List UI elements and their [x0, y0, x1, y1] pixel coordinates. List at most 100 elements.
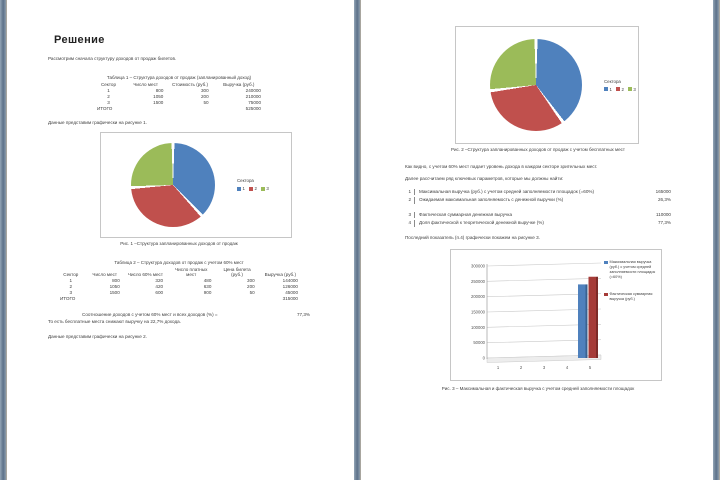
list-item: 1 Максимальная выручка (руб.) с учетом с…	[405, 188, 671, 195]
table-cell: 1	[69, 278, 73, 284]
x-tick-label: 4	[566, 365, 569, 370]
pie-chart-2-frame: Сектора 1 2 3	[455, 26, 639, 144]
table-row: 2 1050 420 630 200 126000	[56, 284, 302, 290]
column-header: Стоимость (руб.)	[171, 81, 209, 87]
bars	[578, 277, 598, 359]
table-cell: 144000	[282, 278, 298, 284]
legend-entry: 1	[604, 87, 612, 92]
table-cell: 525000	[245, 106, 261, 112]
column-header: Сектор	[63, 272, 79, 278]
table-row: 1 800 300 240000	[93, 88, 265, 94]
item-value: 165000	[655, 188, 671, 194]
bar-chart-legend: Максимальная выручка (руб.) с учетом сре…	[603, 250, 659, 380]
table-cell: 3	[69, 290, 73, 296]
table-cell: 2	[69, 284, 73, 290]
page-border-left	[0, 0, 7, 480]
table-cell: 600	[155, 290, 164, 296]
x-tick-label: 2	[520, 365, 523, 370]
legend-swatch-green	[627, 87, 632, 91]
legend-swatch-red	[615, 87, 620, 91]
legend-label: 3	[266, 186, 269, 192]
item-number: 4	[408, 220, 411, 226]
column-header: Цена билета (руб.)	[223, 266, 251, 278]
item-value: 110000	[656, 211, 671, 217]
bar-chart-frame: 0 50000 100000 150000 200000 250000 3000…	[450, 249, 662, 382]
item-number: 1	[408, 188, 411, 194]
table-cell	[167, 106, 212, 112]
y-tick-label: 150000	[471, 310, 486, 315]
table-row: ИТОГО 525000	[93, 106, 265, 112]
bar-actual-revenue	[588, 277, 596, 359]
table-cell: 50	[249, 290, 255, 296]
table-cell: 315000	[282, 296, 298, 302]
table-row: 3 1500 600 900 50 45000	[56, 290, 302, 296]
legend-entry: 2	[615, 86, 624, 92]
x-axis-labels: 1 2 3 4 5	[497, 365, 592, 370]
table-cell: 1500	[109, 290, 120, 296]
item-number: 3	[408, 211, 411, 217]
table-cell: 300	[200, 88, 209, 94]
fig3-note: Последний показатель (п.4) графически по…	[405, 234, 540, 240]
fig2-note: Данные представим графически на рисунке …	[48, 333, 147, 339]
table-cell: 1050	[153, 94, 164, 100]
table-cell: 420	[155, 284, 164, 290]
column-header: Сектор	[100, 81, 117, 87]
list-item: 3 Фактическая суммарная денежная выручка…	[405, 211, 671, 218]
table-cell: 210000	[245, 94, 261, 100]
item-value: 26,3%	[657, 197, 671, 203]
legend-swatch-red	[604, 292, 608, 297]
document-page-2: Сектора 1 2 3 Рис. 2 –Структура запланир…	[361, 0, 713, 480]
bar-actual-revenue-side	[596, 277, 598, 359]
y-tick-label: 0	[483, 356, 486, 361]
item-text: Фактическая суммарная денежная выручка	[414, 211, 610, 218]
table-cell: ИТОГО	[97, 106, 113, 112]
item-text: Доля фактической к теоретической денежно…	[414, 220, 610, 227]
ratio-value: 77,3%	[296, 311, 310, 317]
column-header: Выручка (руб.)	[223, 81, 255, 87]
x-tick-label: 3	[543, 365, 546, 370]
chart-floor	[486, 355, 602, 364]
legend-swatch-red	[248, 186, 253, 191]
legend-entry: 1	[237, 186, 245, 191]
table-cell	[86, 296, 124, 302]
bar-chart-canvas: 0 50000 100000 150000 200000 250000 3000…	[471, 263, 602, 370]
legend-label: 1	[609, 86, 612, 92]
table2-caption: Таблица 2 – Структура доходов от продаж …	[114, 259, 244, 265]
x-tick-label: 1	[497, 365, 500, 370]
table-cell: 3	[107, 100, 110, 106]
y-tick-label: 100000	[471, 325, 486, 330]
table-cell: 1050	[109, 284, 120, 290]
table-cell: 75000	[248, 100, 261, 106]
legend-swatch-blue	[604, 260, 608, 265]
legend-entry: Максимальная выручка (руб.) с учетом сре…	[604, 260, 657, 280]
table-cell: 1500	[153, 100, 164, 106]
pie1-legend: Сектора 1 2 3	[237, 178, 269, 191]
legend-label: 1	[242, 186, 245, 192]
legend-label: Фактическая суммарная выручка (руб.)	[609, 292, 653, 302]
table-cell: 900	[203, 290, 212, 296]
table-cell: 126000	[282, 284, 298, 290]
y-tick-label: 300000	[471, 264, 486, 269]
pie-chart-1	[131, 142, 215, 227]
column-header: Число 60% мест	[127, 272, 163, 278]
table-cell: 2	[107, 94, 110, 100]
table-cell: 300	[247, 278, 255, 284]
legend-label: 3	[633, 86, 636, 92]
y-tick-label: 50000	[473, 341, 485, 346]
legend-swatch-blue	[237, 186, 241, 191]
y-tick-label: 200000	[471, 295, 486, 300]
pie-chart-2	[490, 39, 582, 131]
page-border-right	[713, 0, 720, 480]
x-tick-label: 5	[589, 365, 592, 370]
legend-title: Сектора	[604, 78, 621, 84]
table-cell: 800	[155, 88, 164, 94]
table-cell	[124, 106, 167, 112]
table-60pct-revenue: Сектор Число мест Число 60% мест Число п…	[56, 267, 302, 302]
table2-body: 1 800 320 480 300 144000 2 1050 420 630 200 126000 3…	[56, 278, 302, 302]
legend-label: 2	[621, 86, 624, 92]
table-cell: 50	[203, 100, 209, 106]
calc-list: 1 Максимальная выручка (руб.) с учетом с…	[405, 188, 671, 227]
table-cell	[167, 296, 215, 302]
fig3-caption: Рис. 3 – Максимальная и фактическая выру…	[441, 386, 635, 392]
